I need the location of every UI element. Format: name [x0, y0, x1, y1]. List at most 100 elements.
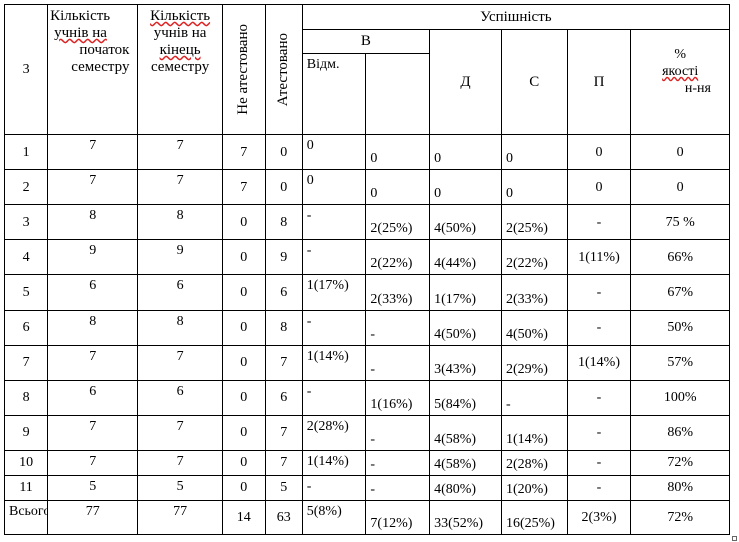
cell-d: 4(50%)	[429, 204, 502, 241]
cell-p: 2(3%)	[566, 499, 632, 536]
cell-vidm: -	[301, 309, 367, 346]
cell-end: 7	[137, 134, 223, 171]
cell-n: 10	[3, 449, 49, 476]
cell-quality: 0	[630, 134, 730, 171]
cell-start: 7	[47, 449, 139, 476]
cell-n: 11	[3, 474, 49, 501]
cell-vidm: -	[301, 474, 367, 501]
cell-p: -	[566, 474, 632, 501]
header-certified: Атестовано	[264, 3, 303, 136]
cell-s: 1(20%)	[500, 474, 568, 501]
cell-start: 5	[47, 474, 139, 501]
header-success: Успішність	[301, 3, 731, 31]
cell-n: 1	[3, 134, 49, 171]
cell-end: 8	[137, 204, 223, 241]
table-row: 11 5 5 0 5- -4(80%) 1(20%) -80%	[3, 474, 730, 501]
cell-not-cert: 0	[221, 414, 266, 451]
cell-d: 4(44%)	[429, 239, 502, 276]
cell-start: 77	[47, 499, 139, 536]
cell-p: -	[566, 379, 632, 416]
table-header: 3 Кількість учнів на початок семестру Кі…	[3, 3, 731, 136]
table-row: 9 7 7 0 7 2(28%) -4(58%) 1(14%) -86%	[3, 414, 730, 451]
cell-cert: 7	[264, 344, 303, 381]
cell-s: 4(50%)	[500, 309, 568, 346]
cell-start: 6	[47, 379, 139, 416]
cell-not-cert: 0	[221, 474, 266, 501]
cell-cert: 9	[264, 239, 303, 276]
cell-quality: 72%	[630, 449, 730, 476]
cell-quality: 66%	[630, 239, 730, 276]
cell-n: 8	[3, 379, 49, 416]
cell-d: 0	[429, 134, 502, 171]
cell-p: -	[566, 414, 632, 451]
cell-p: 1(11%)	[566, 239, 632, 276]
cell-n: 3	[3, 204, 49, 241]
cell-p: 0	[566, 134, 632, 171]
cell-d: 0	[429, 169, 502, 206]
cell-d: 4(58%)	[429, 414, 502, 451]
header-absent: Відм.	[301, 53, 367, 136]
cell-v: -	[365, 344, 431, 381]
cell-not-cert: 0	[221, 344, 266, 381]
cell-s: 2(22%)	[500, 239, 568, 276]
cell-d: 33(52%)	[429, 499, 502, 536]
header-v-blank	[365, 53, 431, 136]
cell-s: 2(33%)	[500, 274, 568, 311]
cell-cert: 8	[264, 309, 303, 346]
cell-v: 2(33%)	[365, 274, 431, 311]
cell-cert: 0	[264, 134, 303, 171]
cell-start: 7	[47, 169, 139, 206]
cell-cert: 8	[264, 204, 303, 241]
cell-end: 6	[137, 379, 223, 416]
cell-d: 4(80%)	[429, 474, 502, 501]
table-row: 6 8 8 0 8- -4(50%) 4(50%) -50%	[3, 309, 730, 346]
cell-quality: 86%	[630, 414, 730, 451]
cell-v: 0	[365, 134, 431, 171]
cell-vidm: 5(8%)	[301, 499, 367, 536]
cell-d: 1(17%)	[429, 274, 502, 311]
cell-start: 8	[47, 309, 139, 346]
cell-start: 7	[47, 414, 139, 451]
cell-p: 1(14%)	[566, 344, 632, 381]
cell-not-cert: 0	[221, 239, 266, 276]
cell-s: 1(14%)	[500, 414, 568, 451]
cell-quality: 80%	[630, 474, 730, 501]
cell-end: 5	[137, 474, 223, 501]
cell-quality: 50%	[630, 309, 730, 346]
cell-v: -	[365, 449, 431, 476]
cell-not-cert: 7	[221, 169, 266, 206]
table-resize-handle[interactable]	[732, 536, 737, 541]
cell-s: 0	[500, 134, 568, 171]
cell-not-cert: 7	[221, 134, 266, 171]
cell-end: 8	[137, 309, 223, 346]
cell-v: -	[365, 474, 431, 501]
cell-cert: 6	[264, 379, 303, 416]
cell-not-cert: 0	[221, 309, 266, 346]
cell-start: 8	[47, 204, 139, 241]
cell-cert: 5	[264, 474, 303, 501]
cell-p: -	[566, 204, 632, 241]
header-d: Д	[429, 29, 502, 136]
cell-end: 6	[137, 274, 223, 311]
cell-v: 2(22%)	[365, 239, 431, 276]
cell-v: 7(12%)	[365, 499, 431, 536]
header-end-students: Кількість учнів на кінець семестру	[137, 3, 223, 136]
cell-end: 7	[137, 414, 223, 451]
cell-n: 9	[3, 414, 49, 451]
total-row: Всього 77 77 14 63 5(8%) 7(12%) 33(52%) 16(25%) 2…	[3, 499, 730, 536]
cell-vidm: 1(17%)	[301, 274, 367, 311]
header-quality-percent: % якості н-ня	[630, 29, 730, 136]
table-body: 1 7 7 7 0 0 0 0 0 0 0 2 7 7 7 0 0 0 0 0 0 0 3 8 8 0 8-2(25%) 4(50%)…	[3, 134, 730, 536]
cell-quality: 72%	[630, 499, 730, 536]
cell-cert: 0	[264, 169, 303, 206]
cell-cert: 6	[264, 274, 303, 311]
cell-s: -	[500, 379, 568, 416]
cell-quality: 0	[630, 169, 730, 206]
cell-not-cert: 0	[221, 379, 266, 416]
cell-v: 1(16%)	[365, 379, 431, 416]
cell-s: 16(25%)	[500, 499, 568, 536]
cell-s: 2(28%)	[500, 449, 568, 476]
cell-start: 9	[47, 239, 139, 276]
cell-end: 9	[137, 239, 223, 276]
